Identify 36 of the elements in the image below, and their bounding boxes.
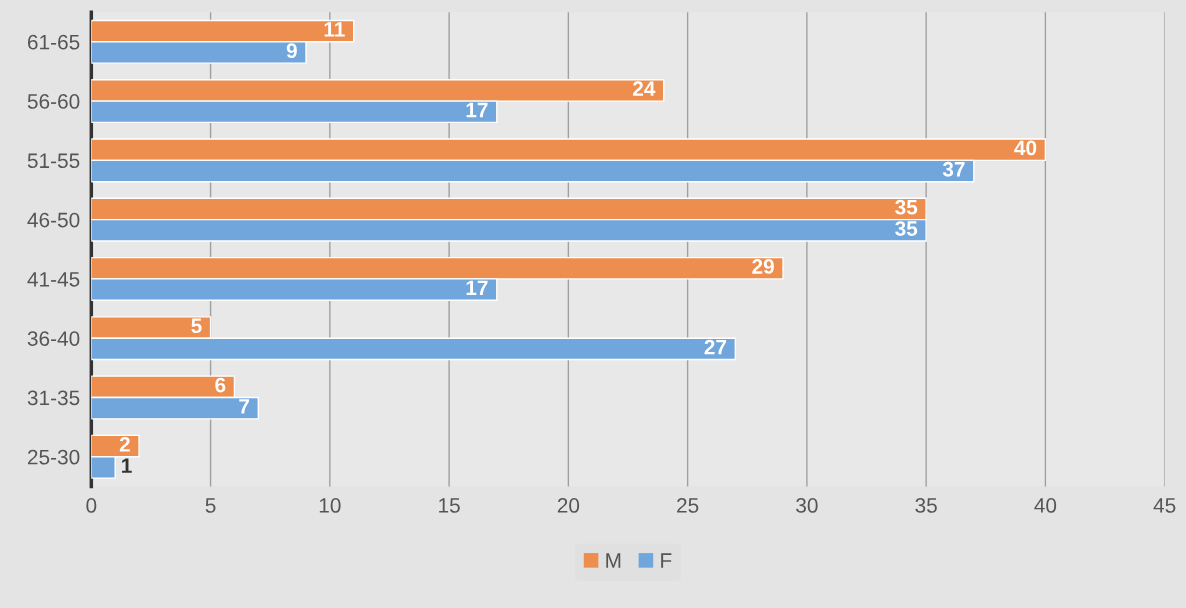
- data-label: 5: [191, 318, 202, 334]
- x-tick-label: 45: [1153, 498, 1176, 513]
- x-tick-label: 40: [1034, 498, 1057, 513]
- data-label: 40: [1014, 140, 1037, 156]
- legend-label: M: [606, 553, 621, 568]
- data-label: 11: [324, 22, 345, 37]
- y-tick-label: 46-50: [27, 212, 80, 228]
- y-tick-label: 61-65: [27, 34, 80, 50]
- legend-label: F: [661, 553, 672, 568]
- data-label: 17: [466, 102, 488, 118]
- data-label: 17: [466, 280, 488, 295]
- data-label: 1: [122, 458, 132, 473]
- x-tick-label: 10: [319, 498, 341, 513]
- data-label: 37: [942, 161, 965, 177]
- x-tick-label: 35: [915, 498, 937, 513]
- x-tick-label: 25: [677, 498, 699, 513]
- y-tick-label: 56-60: [27, 94, 80, 109]
- data-label: 7: [239, 399, 250, 414]
- y-tick-label: 51-55: [27, 153, 80, 169]
- data-label: 6: [215, 377, 226, 393]
- data-label: 35: [895, 221, 918, 236]
- x-tick-label: 30: [796, 498, 818, 513]
- data-label: 35: [895, 199, 918, 215]
- data-label: 9: [286, 43, 297, 59]
- y-tick-label: 25-30: [27, 449, 80, 465]
- x-tick-label: 0: [86, 498, 97, 513]
- x-tick-label: 15: [439, 498, 460, 513]
- y-tick-label: 41-45: [27, 272, 80, 287]
- x-tick-label: 20: [557, 498, 580, 513]
- x-tick-label: 5: [205, 498, 216, 513]
- y-tick-label: 31-35: [27, 390, 80, 406]
- y-tick-label: 36-40: [27, 331, 80, 346]
- data-label: 27: [704, 339, 727, 355]
- data-label: 2: [119, 436, 130, 452]
- data-label: 24: [632, 81, 656, 96]
- data-label: 29: [752, 259, 774, 274]
